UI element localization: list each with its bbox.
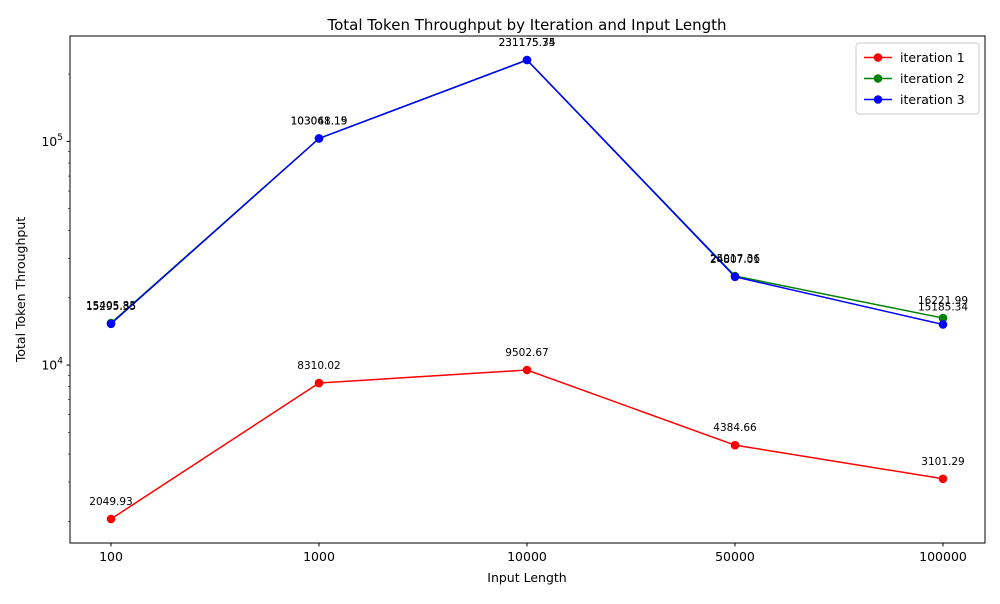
data-label: 24807.01 (710, 254, 760, 266)
data-point (730, 440, 740, 450)
data-point (938, 474, 948, 484)
data-label: 15295.35 (86, 301, 136, 313)
x-axis-ticks: 100 1000 10000 50000 100000 (99, 543, 967, 564)
series-line (110, 59, 944, 326)
x-tick-label: 100 (99, 549, 123, 564)
data-label: 8310.02 (297, 360, 340, 372)
data-point (314, 134, 324, 143)
series-line (110, 59, 944, 324)
data-label: 15185.34 (918, 301, 968, 313)
y-axis-label: Total Token Throughput (13, 217, 28, 363)
legend-label: iteration 1 (900, 50, 965, 65)
data-point (522, 365, 532, 375)
series-2: 15405.83 103061.19 231175.74 25017.36 16221.… (86, 37, 968, 328)
x-tick-label: 10000 (507, 549, 547, 564)
x-tick-label: 100000 (919, 549, 967, 564)
data-point (522, 55, 532, 65)
data-point (938, 320, 948, 329)
y-tick-label: 104 (41, 357, 63, 373)
data-label: 231175.74 (499, 37, 556, 49)
legend: iteration 1 iteration 2 iteration 3 (855, 42, 980, 115)
chart-title: Total Token Throughput by Iteration and … (326, 16, 726, 34)
data-point (314, 378, 324, 388)
y-axis-ticks: 104 105 (41, 73, 70, 522)
data-label: 3101.29 (921, 456, 964, 468)
series-group: 2049.93 8310.02 9502.67 4384.66 3101.29 15405… (86, 37, 968, 524)
series-3: 15295.35 103048.15 231175.35 24807.01 15185.… (86, 37, 968, 329)
data-label: 2049.93 (89, 496, 132, 508)
plot-frame (69, 35, 986, 544)
data-label: 15405.83 (86, 300, 136, 312)
data-label: 9502.67 (505, 347, 548, 359)
data-label: 4384.66 (713, 422, 757, 434)
y-tick-label: 105 (41, 133, 63, 149)
series-line (110, 369, 944, 520)
legend-frame (855, 42, 980, 115)
data-label: 25017.36 (710, 253, 760, 265)
legend-marker (873, 74, 883, 83)
data-label: 103048.15 (291, 115, 348, 127)
legend-label: iteration 2 (900, 71, 965, 86)
x-axis-label: Input Length (487, 570, 566, 585)
data-point (106, 514, 116, 524)
data-point (938, 313, 948, 323)
data-point (106, 319, 116, 329)
series-1: 2049.93 8310.02 9502.67 4384.66 3101.29 (89, 347, 965, 524)
data-label: 16221.99 (918, 295, 968, 307)
legend-marker (873, 53, 883, 62)
x-tick-label: 1000 (303, 549, 335, 564)
data-point (730, 272, 740, 282)
data-label: 231175.35 (499, 37, 556, 49)
data-label: 103061.19 (291, 115, 348, 127)
x-tick-label: 50000 (715, 549, 755, 564)
legend-marker (873, 95, 883, 104)
legend-label: iteration 3 (900, 92, 965, 107)
